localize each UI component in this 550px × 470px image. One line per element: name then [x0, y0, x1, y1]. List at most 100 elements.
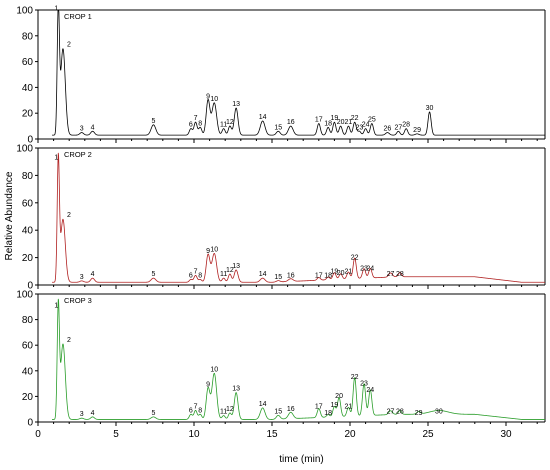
peak-label: 14: [259, 114, 267, 121]
y-tick-label: 40: [22, 226, 34, 237]
peak-label: 3: [80, 411, 84, 418]
peak-label: 29: [413, 127, 421, 134]
peak-label: 28: [396, 409, 404, 416]
x-tick-label: 15: [266, 429, 278, 440]
peak-label: 3: [80, 274, 84, 281]
peak-label: 4: [91, 124, 95, 131]
x-tick-label: 0: [35, 429, 41, 440]
y-tick-label: 60: [22, 341, 34, 352]
peak-label: 7: [194, 403, 198, 410]
peak-label: 8: [198, 120, 202, 127]
y-tick-label: 80: [22, 315, 34, 326]
y-tick-label: 0: [27, 135, 33, 146]
peak-label: 22: [351, 255, 359, 262]
peak-label: 11: [220, 122, 227, 129]
y-tick-label: 60: [22, 57, 34, 68]
y-tick-label: 100: [16, 290, 33, 301]
peak-label: 23: [360, 266, 368, 273]
peak-label: 20: [335, 393, 343, 400]
y-tick-label: 0: [27, 418, 33, 429]
peak-label: 27: [387, 271, 395, 278]
peak-label: 11: [220, 409, 227, 416]
y-tick-label: 40: [22, 366, 34, 377]
peak-label: 2: [67, 42, 71, 49]
y-tick-label: 80: [22, 31, 34, 42]
peak-label: 15: [274, 409, 282, 416]
peak-label: 1: [54, 302, 58, 309]
peak-label: 24: [366, 387, 374, 394]
peak-label: 14: [259, 271, 267, 278]
peak-label: 4: [91, 410, 95, 417]
peak-label: 12: [226, 406, 234, 413]
peak-label: 23: [355, 124, 363, 131]
peak-label: 10: [210, 246, 218, 253]
peak-label: 16: [287, 119, 295, 126]
peak-label: 6: [189, 273, 193, 280]
peak-label: 21: [345, 268, 353, 275]
y-axis-title: Relative Abundance: [4, 171, 15, 260]
x-tick-label: 20: [344, 429, 356, 440]
peak-label: 13: [232, 101, 240, 108]
peak-label: 21: [345, 119, 353, 126]
trace-crop-2: [51, 152, 546, 283]
peak-label: 20: [337, 270, 345, 277]
peak-label: 18: [324, 120, 332, 127]
panel-title-crop-2: CROP 2: [64, 150, 92, 159]
peak-label: 19: [331, 115, 339, 122]
y-tick-label: 20: [22, 392, 34, 403]
peak-label: 4: [91, 271, 95, 278]
peak-label: 17: [315, 273, 323, 280]
peak-label: 23: [360, 380, 368, 387]
peak-label: 10: [210, 366, 218, 373]
peak-label: 22: [351, 115, 359, 122]
peak-label: 18: [324, 410, 332, 417]
y-tick-label: 100: [16, 6, 33, 17]
peak-label: 7: [194, 115, 198, 122]
trace-crop-1: [51, 9, 546, 136]
peak-label: 7: [194, 268, 198, 275]
peak-label: 5: [151, 410, 155, 417]
peak-label: 28: [396, 271, 404, 278]
peak-label: 24: [366, 266, 374, 273]
peak-label: 3: [80, 126, 84, 133]
peak-label: 12: [226, 267, 234, 274]
peak-label: 25: [368, 117, 376, 124]
y-tick-label: 20: [22, 253, 34, 264]
peak-label: 27: [387, 409, 395, 416]
peak-label: 12: [226, 119, 234, 126]
peak-label: 30: [435, 409, 443, 416]
peak-label: 1: [54, 155, 58, 162]
peak-label: 9: [206, 93, 210, 100]
y-tick-label: 40: [22, 83, 34, 94]
peak-label: 17: [315, 117, 323, 124]
peak-label: 19: [331, 402, 339, 409]
peak-label: 30: [426, 105, 434, 112]
peak-label: 6: [189, 122, 193, 129]
peak-label: 1: [54, 6, 58, 13]
peak-label: 29: [415, 410, 423, 417]
peak-label: 8: [198, 273, 202, 280]
peak-label: 9: [206, 382, 210, 389]
peak-label: 26: [384, 126, 392, 133]
peak-label: 15: [274, 274, 282, 281]
peak-label: 19: [331, 268, 339, 275]
peak-label: 5: [151, 271, 155, 278]
y-tick-label: 20: [22, 109, 34, 120]
peak-label: 18: [324, 273, 332, 280]
peak-label: 14: [259, 401, 267, 408]
y-tick-label: 60: [22, 198, 34, 209]
peak-label: 20: [337, 119, 345, 126]
y-tick-label: 0: [27, 281, 33, 292]
peak-label: 16: [287, 406, 295, 413]
y-tick-label: 100: [16, 144, 33, 155]
peak-label: 13: [232, 386, 240, 393]
peak-label: 21: [345, 403, 353, 410]
peak-label: 11: [220, 271, 227, 278]
peak-label: 16: [287, 273, 295, 280]
trace-crop-3: [51, 298, 546, 420]
panel-title-crop-3: CROP 3: [64, 296, 92, 305]
x-tick-label: 10: [188, 429, 200, 440]
peak-label: 17: [315, 403, 323, 410]
peak-label: 24: [362, 122, 370, 129]
x-tick-label: 30: [500, 429, 512, 440]
